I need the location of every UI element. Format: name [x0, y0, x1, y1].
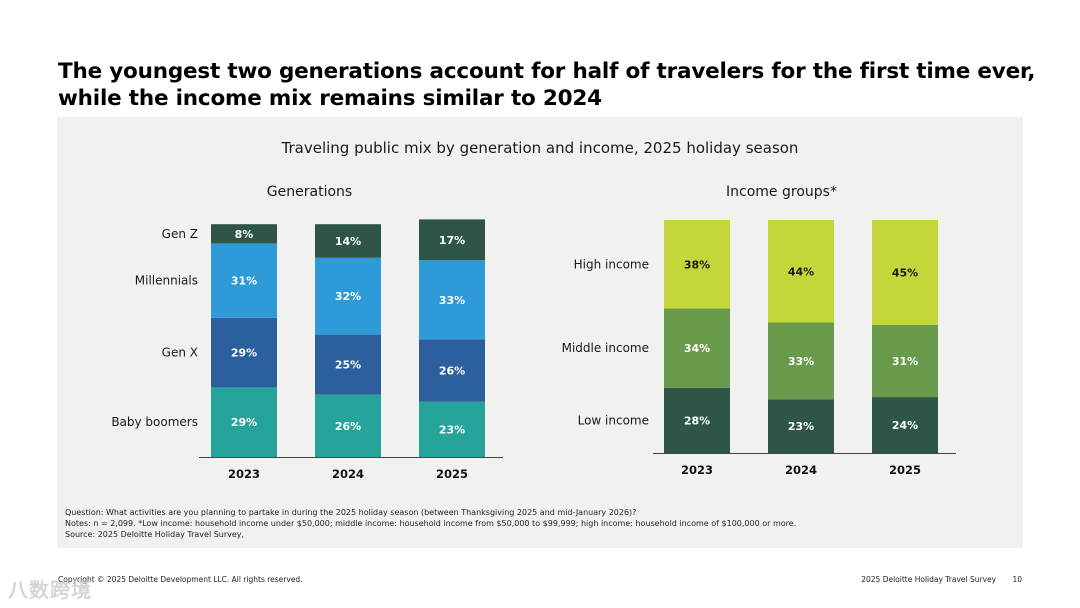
generations-bar-2024-0: [315, 394, 381, 457]
watermark-logo: 八数跨境: [8, 578, 92, 602]
income-bar-2025-0: [872, 397, 938, 453]
generations-data-label: 26%: [439, 365, 465, 378]
slide-title: The youngest two generations account for…: [58, 58, 1048, 112]
note-sample: Notes: n = 2,099. *Low income: household…: [65, 519, 797, 528]
income-chart-title: Income groups*: [726, 184, 837, 200]
footer-survey-name: 2025 Deloitte Holiday Travel Survey: [861, 575, 997, 584]
income-series-label: Low income: [578, 413, 649, 427]
generations-bar-2025-0: [419, 401, 485, 457]
generations-bar-2024-1: [315, 334, 381, 395]
generations-data-label: 25%: [335, 359, 361, 372]
generations-data-label: 31%: [231, 275, 257, 288]
generations-series-label: Baby boomers: [111, 415, 198, 429]
income-data-label: 28%: [684, 414, 710, 427]
generations-bar-2023-1: [211, 317, 277, 388]
income-x-tick-label: 2024: [785, 463, 817, 477]
income-x-tick-label: 2023: [681, 463, 713, 477]
generations-bar-2023-0: [211, 387, 277, 457]
income-data-label: 38%: [684, 258, 710, 271]
generations-x-tick-label: 2024: [332, 467, 364, 481]
generations-data-label: 26%: [335, 420, 361, 433]
footer-page-number: 10: [1012, 575, 1022, 584]
generations-series-label: Millennials: [135, 274, 198, 288]
generations-data-label: 8%: [235, 228, 254, 241]
note-source: Source: 2025 Deloitte Holiday Travel Sur…: [65, 530, 245, 539]
income-bar-2025-2: [872, 220, 938, 325]
generations-bar-2025-1: [419, 339, 485, 402]
generations-x-tick-label: 2023: [228, 467, 260, 481]
income-bar-2023-1: [664, 308, 730, 388]
footer-copyright: Copyright © 2025 Deloitte Development LL…: [58, 575, 303, 584]
generations-chart-title: Generations: [266, 184, 353, 200]
income-data-label: 33%: [788, 355, 814, 368]
footer-right: 2025 Deloitte Holiday Travel Survey 10: [847, 575, 1022, 584]
generations-bar-2023-3: [211, 224, 277, 244]
income-data-label: 24%: [892, 419, 918, 432]
chart-panel: Traveling public mix by generation and i…: [57, 117, 1023, 548]
income-data-label: 31%: [892, 355, 918, 368]
generations-series-label: Gen Z: [162, 227, 198, 241]
income-bar-2024-1: [768, 322, 834, 400]
note-question: Question: What activities are you planni…: [65, 508, 637, 517]
income-bar-2025-1: [872, 324, 938, 398]
income-x-tick-label: 2025: [889, 463, 921, 477]
generations-series-label: Gen X: [162, 346, 198, 360]
generations-data-label: 14%: [335, 235, 361, 248]
slide-title-line-2: while the income mix remains similar to …: [58, 86, 602, 111]
generations-bar-2025-2: [419, 260, 485, 340]
generations-bar-2024-3: [315, 224, 381, 258]
generations-data-label: 29%: [231, 416, 257, 429]
income-series-label: High income: [574, 257, 649, 271]
income-data-label: 44%: [788, 265, 814, 278]
income-data-label: 34%: [684, 342, 710, 355]
generations-data-label: 17%: [439, 234, 465, 247]
chart-notes: Question: What activities are you planni…: [65, 507, 796, 540]
income-bar-2023-0: [664, 387, 730, 453]
generations-x-tick-label: 2025: [436, 467, 468, 481]
generations-data-label: 29%: [231, 347, 257, 360]
generations-bar-2024-2: [315, 257, 381, 335]
generations-data-label: 33%: [439, 294, 465, 307]
income-data-label: 45%: [892, 266, 918, 279]
generations-data-label: 32%: [335, 290, 361, 303]
generations-bar-2025-3: [419, 219, 485, 261]
income-bar-2023-2: [664, 220, 730, 309]
income-bar-2024-0: [768, 399, 834, 453]
stacked-bar-charts: 29% 29% 31% 8% 2023 26% 25% 32% 14% 2024 23% 26% 33%…: [111, 219, 956, 481]
generations-data-label: 23%: [439, 423, 465, 436]
income-data-label: 23%: [788, 420, 814, 433]
chart-title: Traveling public mix by generation and i…: [281, 139, 799, 157]
income-series-label: Middle income: [562, 341, 649, 355]
generations-bar-2023-2: [211, 243, 277, 318]
income-bar-2024-2: [768, 220, 834, 323]
slide-title-line-1: The youngest two generations account for…: [58, 59, 1036, 84]
